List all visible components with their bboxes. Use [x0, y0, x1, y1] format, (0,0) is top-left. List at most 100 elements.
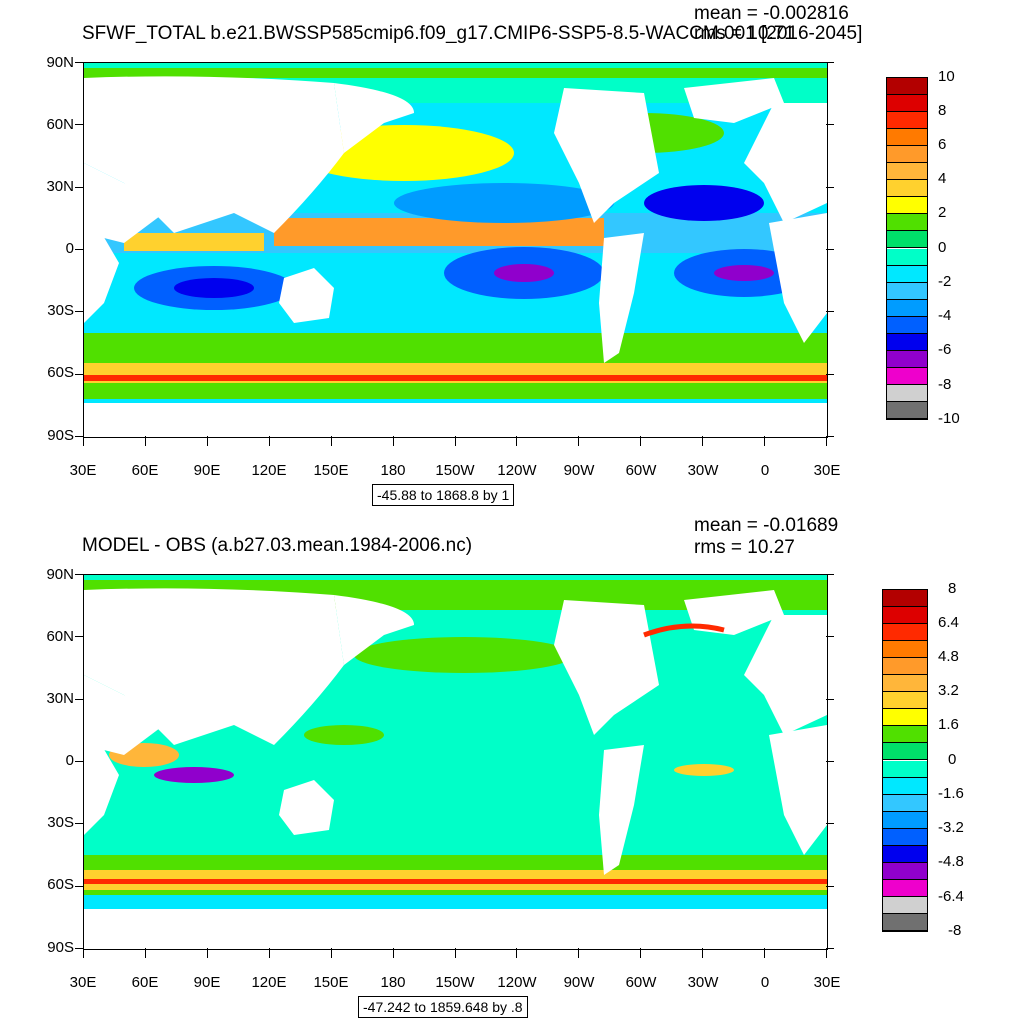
- colorbar-swatch: [887, 180, 927, 198]
- lon-tick: [702, 948, 704, 958]
- lon-tick: [454, 436, 456, 446]
- lon-label: 120E: [251, 462, 287, 479]
- colorbar-swatch: [883, 641, 927, 659]
- colorbar-swatch: [887, 163, 927, 181]
- lon-label: 30W: [687, 462, 719, 479]
- colorbar-swatch: [887, 78, 927, 96]
- panel-model-minus-obs: mean = -0.01689 MODEL - OBS (a.b27.03.me…: [0, 512, 1024, 1024]
- lat-label: 60S: [47, 364, 74, 381]
- colorbar-swatch: [883, 777, 927, 795]
- lat-tick: [826, 373, 834, 375]
- colorbar-swatch: [887, 265, 927, 283]
- mean-value: mean = -0.002816: [694, 3, 849, 24]
- map-plot: [83, 62, 828, 438]
- lat-label: 60N: [46, 116, 74, 133]
- lat-tick: [826, 124, 834, 126]
- lon-label: 0: [760, 974, 770, 991]
- colorbar-swatch: [887, 231, 927, 249]
- colorbar-label: 6: [938, 136, 947, 153]
- lat-tick: [826, 885, 834, 887]
- lat-tick: [826, 948, 834, 949]
- colorbar-swatch: [883, 828, 927, 846]
- colorbar-swatch: [883, 811, 927, 829]
- colorbar-label: 0: [948, 751, 957, 768]
- colorbar-swatch: [883, 879, 927, 897]
- lat-label: 60N: [46, 628, 74, 645]
- lat-tick: [75, 62, 83, 63]
- lat-tick: [75, 373, 83, 375]
- colorbar: 10 8 6 4 2 0 -2 -4 -6 -8 -10: [886, 69, 986, 426]
- lon-label: 90W: [563, 974, 595, 991]
- colorbar-swatch: [887, 214, 927, 232]
- map-plot: [83, 574, 828, 950]
- colorbar-swatch: [887, 95, 927, 113]
- lat-tick: [75, 186, 83, 188]
- lon-label: 60W: [625, 974, 657, 991]
- lon-label: 120W: [497, 462, 537, 479]
- lon-tick: [454, 948, 456, 958]
- lat-tick: [75, 636, 83, 638]
- lon-tick: [144, 436, 146, 446]
- colorbar-label: 3.2: [938, 682, 959, 699]
- colorbar-swatch: [883, 726, 927, 744]
- colorbar-swatches: [882, 589, 928, 932]
- lat-label: 30N: [46, 178, 74, 195]
- colorbar-swatch: [883, 845, 927, 863]
- plot-title: SFWF_TOTAL b.e21.BWSSP585cmip6.f09_g17.C…: [82, 23, 863, 44]
- map-field: [84, 63, 827, 437]
- colorbar-swatch: [883, 743, 927, 761]
- lon-tick: [330, 948, 332, 958]
- colorbar-swatch: [887, 316, 927, 334]
- lat-label: 0: [65, 240, 74, 257]
- colorbar-swatch: [883, 692, 927, 710]
- lat-tick: [826, 823, 834, 825]
- lat-label: 90N: [46, 54, 74, 71]
- colorbar-swatch: [887, 401, 927, 419]
- lat-tick: [75, 436, 83, 437]
- lat-tick: [75, 948, 83, 949]
- lat-label: 90N: [46, 566, 74, 583]
- lon-label: 180: [380, 974, 406, 991]
- lon-tick: [330, 436, 332, 446]
- lat-tick: [826, 436, 834, 437]
- colorbar-label: -2: [938, 273, 952, 290]
- colorbar-swatch: [887, 112, 927, 130]
- lon-tick: [826, 948, 827, 958]
- colorbar-label: 10: [938, 68, 955, 85]
- lon-tick: [268, 948, 270, 958]
- colorbar-label: 6.4: [938, 614, 959, 631]
- colorbar-label: 4: [938, 170, 947, 187]
- colorbar-swatch: [887, 197, 927, 215]
- lat-tick: [826, 311, 834, 313]
- colorbar-label: -1.6: [938, 785, 964, 802]
- colorbar-label: -10: [938, 410, 960, 427]
- lon-label: 150W: [435, 974, 475, 991]
- lat-tick: [826, 186, 834, 188]
- lat-tick: [826, 62, 834, 63]
- lat-tick: [75, 698, 83, 700]
- lon-label: 120E: [251, 974, 287, 991]
- lat-tick: [75, 823, 83, 825]
- lat-tick: [826, 574, 834, 575]
- lat-label: 30S: [47, 814, 74, 831]
- mean-value: mean = -0.01689: [694, 515, 839, 536]
- colorbar-swatch: [883, 862, 927, 880]
- lon-tick: [640, 436, 642, 446]
- lon-tick: [392, 948, 394, 958]
- lon-label: 0: [760, 462, 770, 479]
- contour-range-label: -45.88 to 1868.8 by 1: [372, 484, 515, 506]
- colorbar-label: -3.2: [938, 819, 964, 836]
- colorbar-swatch: [883, 709, 927, 727]
- lon-tick: [764, 436, 766, 446]
- lon-tick: [516, 948, 518, 958]
- panel-model: mean = -0.002816 SFWF_TOTAL b.e21.BWSSP5…: [46, 3, 986, 506]
- lon-tick: [83, 436, 84, 446]
- colorbar-swatch: [883, 658, 927, 676]
- lon-label: 60E: [131, 974, 159, 991]
- lat-label: 30N: [46, 690, 74, 707]
- colorbar-label: -8: [938, 376, 952, 393]
- colorbar-label: -6.4: [938, 888, 964, 905]
- colorbar-swatch: [887, 299, 927, 317]
- colorbar-swatch: [883, 794, 927, 812]
- lat-tick: [75, 311, 83, 313]
